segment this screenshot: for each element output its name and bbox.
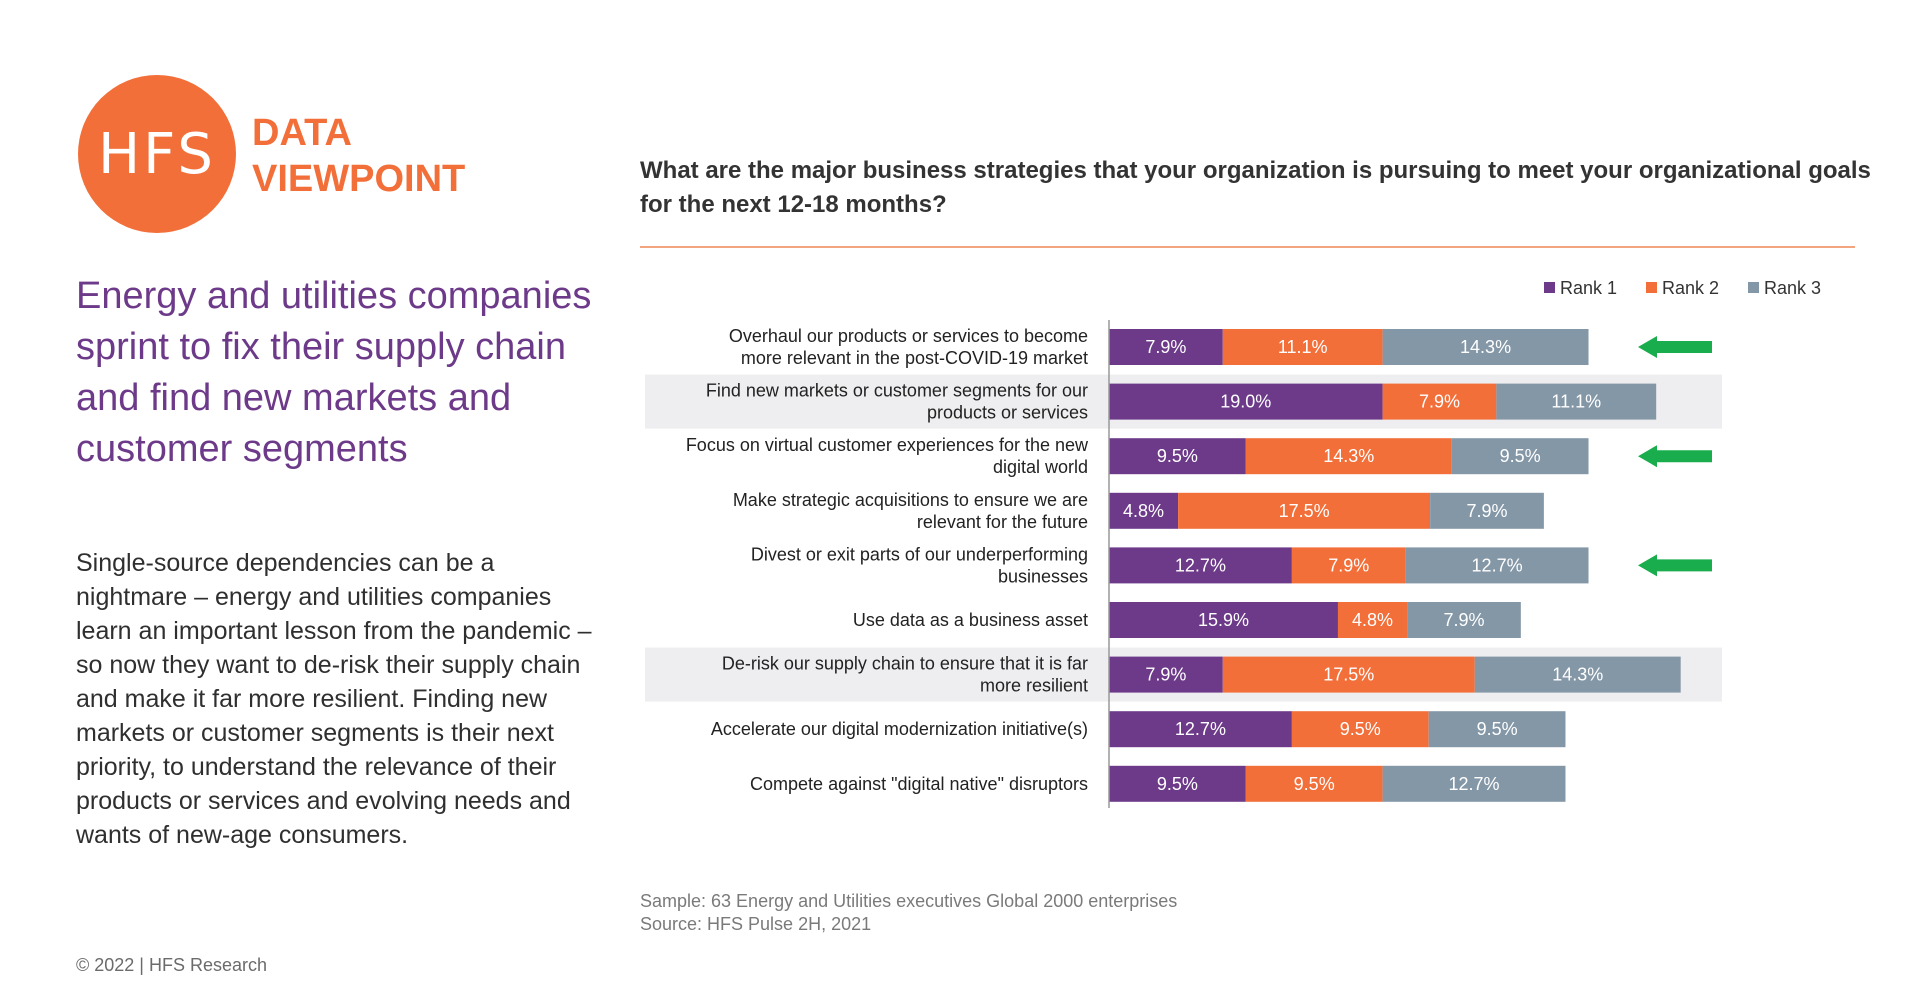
bar-value-7-0: 12.7%	[1175, 719, 1226, 739]
bar-6-2	[1474, 656, 1681, 693]
bar-value-1-2: 11.1%	[1551, 392, 1601, 412]
bar-6-1	[1222, 656, 1475, 693]
bar-value-0-1: 11.1%	[1278, 337, 1328, 357]
bar-6-0	[1109, 656, 1223, 693]
bar-value-0-2: 14.3%	[1460, 337, 1511, 357]
legend-label-2: Rank 3	[1764, 278, 1821, 298]
bar-value-6-1: 17.5%	[1323, 665, 1374, 685]
category-label-0-0: Overhaul our products or services to bec…	[729, 326, 1088, 346]
category-label-4-0: Divest or exit parts of our underperform…	[751, 544, 1088, 564]
bar-7-2	[1428, 711, 1566, 748]
category-label-6-1: more resilient	[980, 676, 1088, 696]
legend-swatch-1	[1646, 282, 1657, 293]
bar-4-1	[1291, 547, 1406, 584]
bar-8-1	[1245, 765, 1383, 802]
highlight-arrow-icon-0	[1638, 336, 1712, 358]
bars: 7.9% 11.1% 14.3% 19.0% 7.9% 11.1% 9.5% 14.3% 9.5…	[1109, 329, 1681, 802]
category-label-1-1: products or services	[927, 403, 1088, 423]
bar-2-2	[1451, 438, 1589, 475]
arrows	[1638, 336, 1712, 577]
bar-value-3-1: 17.5%	[1279, 501, 1330, 521]
chart-notes: Sample: 63 Energy and Utilities executiv…	[640, 890, 1177, 936]
bar-value-8-0: 9.5%	[1157, 774, 1198, 794]
category-label-2-0: Focus on virtual customer experiences fo…	[686, 435, 1089, 455]
category-label-6-0: De-risk our supply chain to ensure that …	[722, 654, 1088, 674]
bar-value-5-0: 15.9%	[1198, 610, 1249, 630]
bar-5-2	[1407, 602, 1521, 638]
category-labels: Overhaul our products or services to bec…	[686, 326, 1089, 794]
stacked-bar-chart: Rank 1 Rank 2 Rank 3 Overhaul our products…	[645, 278, 1821, 808]
category-label-4-1: businesses	[998, 566, 1088, 586]
bar-value-3-2: 7.9%	[1466, 501, 1507, 521]
bar-0-2	[1382, 329, 1589, 365]
chart-question: What are the major business strategies t…	[640, 157, 1871, 218]
bar-7-0	[1109, 711, 1292, 748]
bar-value-7-2: 9.5%	[1477, 719, 1518, 739]
bar-value-2-1: 14.3%	[1323, 446, 1374, 466]
legend-swatch-0	[1544, 282, 1555, 293]
bar-value-3-0: 4.8%	[1123, 501, 1164, 521]
bar-3-2	[1430, 492, 1544, 529]
body-text: Single-source dependencies can be a nigh…	[76, 549, 592, 849]
bar-value-1-1: 7.9%	[1419, 392, 1460, 412]
bar-7-1	[1291, 711, 1429, 748]
category-label-5-0: Use data as a business asset	[853, 610, 1088, 630]
bar-value-1-0: 19.0%	[1220, 392, 1271, 412]
hfs-logo-text: HFS	[98, 121, 216, 187]
category-label-7-0: Accelerate our digital modernization ini…	[711, 719, 1088, 739]
category-label-0-1: more relevant in the post-COVID-19 marke…	[741, 348, 1088, 368]
bar-5-0	[1109, 602, 1338, 638]
legend-label-0: Rank 1	[1560, 278, 1617, 298]
bar-value-5-2: 7.9%	[1443, 610, 1484, 630]
brand-line-data: DATA	[252, 112, 352, 154]
bar-value-8-2: 12.7%	[1449, 774, 1500, 794]
bar-value-2-2: 9.5%	[1500, 446, 1541, 466]
bar-value-7-1: 9.5%	[1340, 719, 1381, 739]
bar-1-0	[1109, 383, 1383, 420]
chart-legend: Rank 1 Rank 2 Rank 3	[1544, 278, 1821, 298]
bar-value-5-1: 4.8%	[1352, 610, 1393, 630]
bar-0-1	[1222, 329, 1383, 365]
legend-swatch-2	[1748, 282, 1759, 293]
bar-0-0	[1109, 329, 1223, 365]
bar-value-6-2: 14.3%	[1552, 665, 1603, 685]
source-note: Source: HFS Pulse 2H, 2021	[640, 914, 872, 934]
legend-label-1: Rank 2	[1662, 278, 1719, 298]
bar-value-4-0: 12.7%	[1175, 555, 1226, 575]
bar-1-2	[1496, 383, 1657, 420]
row-highlights	[645, 374, 1722, 702]
hfs-logo: HFS	[78, 75, 236, 233]
bar-value-8-1: 9.5%	[1294, 774, 1335, 794]
highlight-arrow-icon-2	[1638, 445, 1712, 468]
sample-note: Sample: 63 Energy and Utilities executiv…	[640, 891, 1178, 911]
highlight-arrow-icon-4	[1638, 554, 1712, 577]
bar-1-1	[1382, 383, 1497, 420]
category-label-2-1: digital world	[993, 457, 1088, 477]
bar-value-4-2: 12.7%	[1472, 555, 1523, 575]
headline: Energy and utilities companies sprint to…	[76, 275, 592, 470]
bar-5-1	[1337, 602, 1408, 638]
bar-8-0	[1109, 765, 1246, 802]
category-label-3-1: relevant for the future	[917, 512, 1088, 532]
category-label-8-0: Compete against "digital native" disrupt…	[750, 774, 1088, 794]
bar-3-0	[1109, 492, 1179, 529]
bar-4-2	[1405, 547, 1589, 584]
bar-2-0	[1109, 438, 1246, 475]
brand-title: DATA VIEWPOINT	[252, 110, 465, 202]
bar-value-4-1: 7.9%	[1328, 555, 1369, 575]
brand-line-viewpoint: VIEWPOINT	[252, 158, 466, 200]
category-label-1-0: Find new markets or customer segments fo…	[706, 381, 1088, 401]
bar-8-2	[1382, 765, 1566, 802]
bar-4-0	[1109, 547, 1292, 584]
bar-3-1	[1178, 492, 1431, 529]
divider-rule	[640, 246, 1855, 248]
bar-value-2-0: 9.5%	[1157, 446, 1198, 466]
bar-value-6-0: 7.9%	[1145, 665, 1186, 685]
copyright: © 2022 | HFS Research	[76, 955, 268, 975]
bar-value-0-0: 7.9%	[1145, 337, 1186, 357]
category-label-3-0: Make strategic acquisitions to ensure we…	[733, 490, 1088, 510]
bar-2-1	[1245, 438, 1452, 475]
